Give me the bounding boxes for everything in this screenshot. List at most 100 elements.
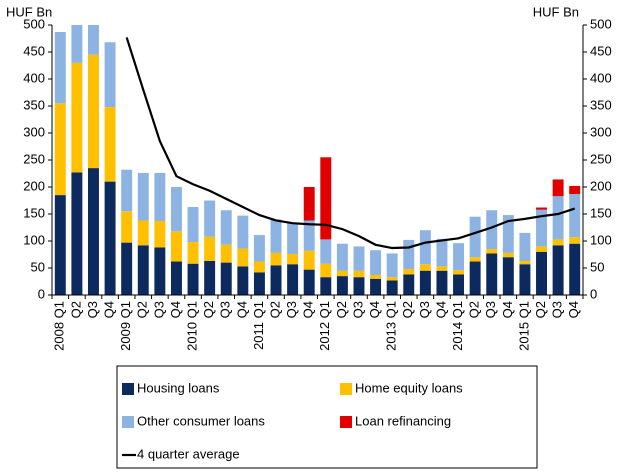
bar-segment	[204, 236, 216, 261]
bar-segment	[303, 220, 315, 251]
y2-tick-label: 400	[590, 70, 612, 85]
y2-tick-label: 0	[590, 286, 597, 301]
y-tick-label: 500	[23, 16, 45, 31]
legend-swatch	[122, 416, 134, 428]
bar-segment	[170, 261, 182, 295]
y2-tick-label: 450	[590, 43, 612, 58]
x-tick-label: Q2	[135, 301, 150, 318]
y2-axis-label: HUF Bn	[533, 4, 579, 19]
y-axis-label: HUF Bn	[6, 4, 52, 19]
bar-segment	[552, 245, 564, 295]
bar-segment	[419, 264, 431, 271]
legend-label: Housing loans	[137, 380, 220, 395]
bar-segment	[386, 277, 398, 281]
x-tick-label: 2013 Q1	[384, 301, 399, 351]
bar-segment	[121, 242, 133, 295]
bar-segment	[320, 239, 332, 264]
legend-swatch	[340, 416, 352, 428]
bar-segment	[220, 244, 232, 263]
bar-segment	[370, 275, 382, 279]
bar-segment	[204, 260, 216, 295]
bar-segment	[204, 200, 216, 237]
bar-segment	[187, 263, 199, 295]
bar-segment	[71, 25, 83, 63]
bar-segment	[237, 266, 249, 295]
bar-segment	[419, 270, 431, 295]
legend-box	[116, 365, 538, 469]
bar-segment	[419, 230, 431, 265]
bar-segment	[253, 235, 265, 262]
bar-segment	[569, 185, 581, 195]
bar-segment	[386, 280, 398, 295]
y-tick-label: 250	[23, 151, 45, 166]
y2-tick-label: 500	[590, 16, 612, 31]
bar-segment	[469, 216, 481, 258]
bar-segment	[453, 270, 465, 275]
bar-segment	[552, 239, 564, 246]
bar-segment	[386, 253, 398, 278]
x-tick-label: 2010 Q1	[184, 301, 199, 351]
x-tick-label: Q3	[350, 301, 365, 318]
legend-label: Loan refinancing	[355, 413, 451, 428]
x-tick-label: Q3	[284, 301, 299, 318]
bar-segment	[486, 253, 498, 295]
bar-segment	[88, 54, 99, 169]
bar-segment	[336, 270, 348, 277]
bar-segment	[320, 157, 332, 240]
y2-tick-label: 50	[590, 259, 604, 274]
x-tick-label: Q4	[500, 301, 515, 318]
bar-segment	[436, 266, 448, 271]
bar-segment	[187, 242, 199, 264]
bar-segment	[519, 232, 531, 261]
x-tick-label: Q2	[400, 301, 415, 318]
legend-label: Other consumer loans	[137, 413, 265, 428]
y2-tick-label: 350	[590, 97, 612, 112]
x-tick-label: Q2	[467, 301, 482, 318]
bar-segment	[220, 262, 232, 295]
y2-tick-label: 150	[590, 205, 612, 220]
bar-segment	[220, 210, 232, 245]
y-tick-label: 350	[23, 97, 45, 112]
x-tick-label: 2012 Q1	[317, 301, 332, 351]
bar-segment	[502, 215, 514, 253]
bar-segment	[320, 277, 332, 295]
x-tick-label: Q4	[234, 301, 249, 318]
bar-segment	[121, 211, 133, 243]
y2-tick-label: 250	[590, 151, 612, 166]
bar-segment	[71, 172, 83, 295]
bar-segment	[353, 270, 365, 278]
bar-segment	[104, 107, 116, 182]
bar-segment	[469, 261, 481, 295]
bar-segment	[88, 168, 99, 295]
y-tick-label: 300	[23, 124, 45, 139]
y-tick-label: 450	[23, 43, 45, 58]
bar-segment	[353, 246, 365, 271]
bar-segment	[303, 187, 315, 221]
y-tick-label: 100	[23, 232, 45, 247]
bar-segment	[502, 252, 514, 258]
bar-segment	[104, 42, 116, 108]
bar-segment	[436, 270, 448, 295]
bar-segment	[303, 250, 315, 270]
bar-segment	[187, 206, 199, 243]
bar-segment	[536, 207, 547, 210]
bar-segment	[270, 265, 282, 295]
y-tick-label: 0	[38, 286, 45, 301]
bar-segment	[536, 251, 547, 295]
bar-segment	[303, 269, 315, 295]
y-tick-label: 50	[31, 259, 45, 274]
bar-segment	[569, 237, 581, 244]
bar-segment	[154, 247, 166, 295]
x-tick-label: Q4	[168, 301, 183, 318]
bar-segment	[353, 277, 365, 295]
bar-segment	[370, 278, 382, 295]
bar-segment	[336, 276, 348, 295]
x-tick-label: Q2	[267, 301, 282, 318]
bar-segment	[519, 264, 531, 295]
x-tick-label: 2011 Q1	[251, 301, 266, 350]
bar-segment	[287, 264, 299, 295]
x-tick-label: Q3	[218, 301, 233, 318]
bar-segment	[320, 263, 332, 278]
x-tick-label: Q4	[566, 301, 581, 318]
legend-label: 4 quarter average	[137, 446, 240, 461]
